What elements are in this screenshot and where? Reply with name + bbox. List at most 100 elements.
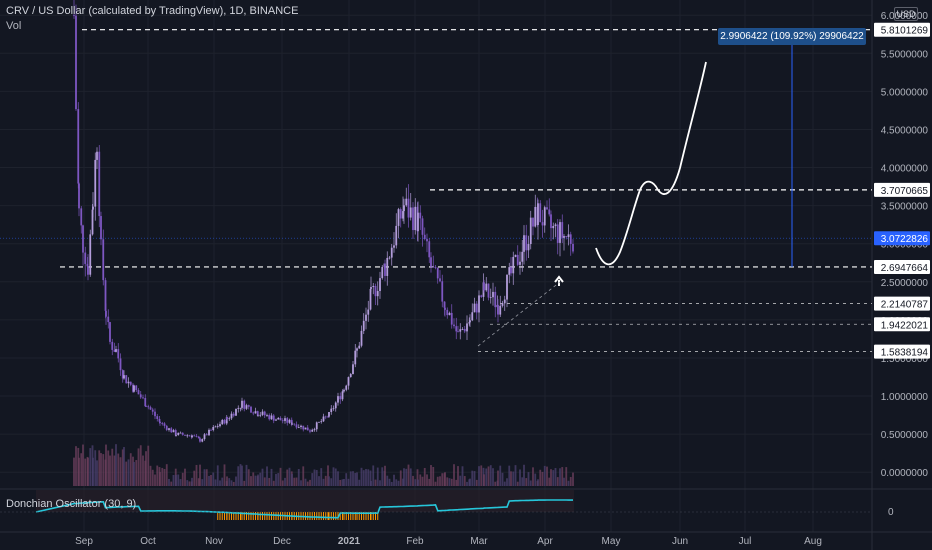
volume-bar — [179, 479, 182, 486]
candle-body — [268, 415, 271, 420]
level-price-tag — [874, 259, 930, 274]
volume-bar — [127, 459, 130, 486]
candle-body — [288, 419, 291, 423]
volume-bar — [537, 479, 539, 486]
candle-body — [461, 329, 464, 330]
volume-bar — [386, 475, 389, 486]
volume-bar — [381, 467, 384, 486]
volume-bar — [419, 474, 422, 486]
volume-bar — [516, 481, 519, 486]
volume-bar — [352, 471, 354, 486]
volume-bar — [309, 479, 311, 486]
candle-body — [503, 299, 506, 304]
candle-body — [376, 291, 379, 297]
up-arrow-icon — [554, 275, 564, 286]
price-tick-label: 5.5000000 — [881, 49, 929, 60]
volume-bar — [111, 448, 114, 486]
volume-bar — [446, 477, 449, 486]
candle-body — [372, 285, 375, 287]
volume-bar — [390, 481, 393, 486]
candle-body — [322, 416, 325, 422]
candle-body — [210, 429, 212, 431]
volume-bar — [80, 453, 83, 486]
volume-bar — [514, 465, 517, 486]
time-tick-label: Aug — [804, 536, 822, 547]
candle-body — [430, 257, 432, 267]
level-price-label: 3.7070665 — [881, 186, 929, 197]
candle-body — [137, 390, 140, 395]
volume-bar — [212, 472, 215, 486]
volume-bar — [226, 476, 228, 486]
volume-bar — [263, 477, 266, 486]
volume-bar — [327, 465, 329, 486]
volume-bar — [376, 467, 379, 486]
volume-bar — [369, 470, 372, 486]
candle-body — [448, 312, 451, 316]
volume-bar — [469, 478, 471, 486]
volume-bar — [402, 478, 404, 486]
volume-bar — [358, 479, 361, 486]
currency-badge[interactable]: USD — [894, 7, 918, 21]
candle-body — [546, 207, 548, 210]
volume-bar — [168, 478, 170, 486]
volume-bar — [117, 453, 120, 486]
candle-body — [402, 211, 404, 219]
volume-bar — [539, 469, 542, 486]
volume-bar — [129, 453, 132, 486]
candle-body — [432, 266, 435, 268]
candle-body — [151, 409, 154, 412]
candle-body — [334, 402, 337, 409]
candle-body — [281, 420, 284, 422]
candle-body — [300, 425, 302, 427]
indicator-label[interactable]: Donchian Oscillator (30, 9) — [6, 498, 137, 510]
candle-body — [384, 263, 386, 276]
volume-bar — [306, 481, 309, 486]
level-price-label: 2.6947664 — [881, 263, 929, 274]
volume-bar — [417, 479, 419, 486]
candle-body — [203, 434, 206, 440]
candle-body — [245, 405, 248, 409]
candle-body — [388, 257, 391, 259]
candle-body — [247, 405, 250, 407]
candle-body — [291, 423, 293, 425]
volume-bar — [100, 453, 102, 486]
candle-body — [313, 429, 316, 431]
candle-body — [92, 206, 94, 210]
volume-bar — [341, 479, 344, 486]
candle-body — [243, 400, 246, 409]
candle-body — [237, 407, 240, 409]
volume-bar — [252, 472, 255, 486]
candle-body — [318, 421, 320, 423]
candle-body — [443, 301, 446, 308]
candle-body — [489, 297, 492, 299]
projection-curve — [595, 61, 707, 266]
candle-body — [552, 226, 555, 229]
candle-body — [193, 435, 196, 437]
candle-body — [403, 205, 405, 212]
volume-bar — [548, 477, 551, 486]
candle-body — [423, 234, 426, 240]
candle-body — [82, 225, 84, 253]
candle-body — [102, 239, 105, 281]
candle-body — [556, 224, 559, 243]
candle-body — [272, 415, 275, 421]
volume-bar — [362, 470, 365, 486]
volume-bar — [423, 467, 426, 486]
candle-body — [147, 406, 150, 408]
candle-body — [96, 151, 98, 160]
candle-body — [113, 349, 116, 352]
volume-bar — [407, 464, 410, 486]
candle-body — [270, 415, 273, 420]
price-tick-label: 0.5000000 — [881, 430, 929, 441]
candle-body — [109, 322, 111, 342]
volume-bar — [473, 471, 476, 486]
volume-bar — [300, 480, 302, 486]
volume-bar — [365, 469, 367, 486]
candle-body — [510, 267, 512, 274]
time-tick-label: Mar — [470, 536, 488, 547]
volume-bar — [550, 469, 552, 486]
candle-body — [412, 207, 414, 231]
candle-body — [100, 216, 102, 240]
candle-body — [381, 266, 384, 279]
